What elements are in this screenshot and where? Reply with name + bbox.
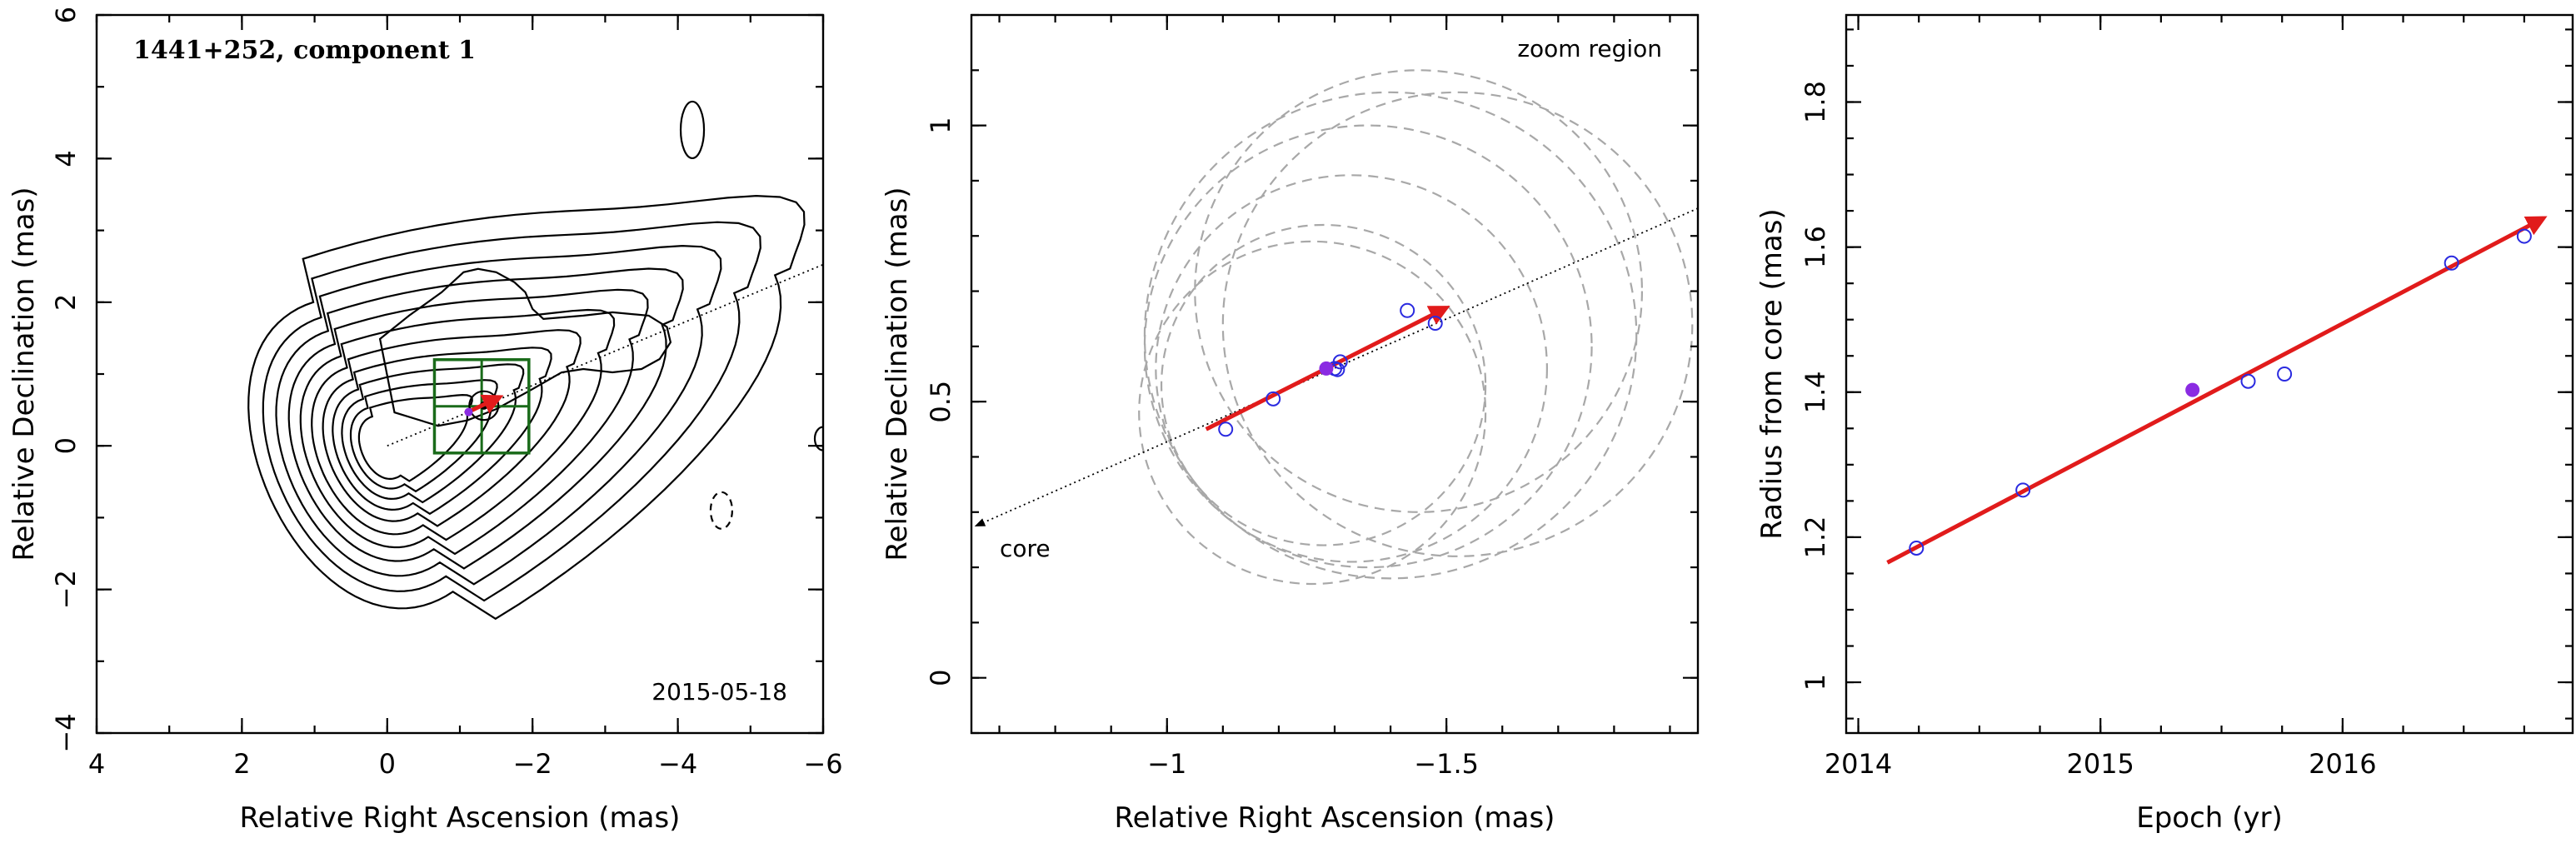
- jet-axis-to-core: [974, 207, 1698, 527]
- fit-line-arrow: [1886, 216, 2548, 565]
- contour-level: [247, 194, 806, 621]
- contour-lines: [247, 100, 823, 621]
- contour-level: [311, 308, 616, 541]
- panel-3-frame: [1845, 13, 2574, 735]
- error-ellipse: [1138, 240, 1487, 586]
- component-marker: [464, 407, 473, 417]
- x-tick-label: 2: [233, 748, 250, 780]
- y-tick-label: 0.5: [925, 381, 956, 423]
- core-label: core: [1000, 535, 1051, 562]
- reference-epoch-point: [2185, 382, 2200, 397]
- reference-epoch-point: [1319, 361, 1334, 376]
- error-ellipse: [1221, 91, 1694, 557]
- y-tick-label: 1.4: [1800, 371, 1831, 413]
- contour-edge: [813, 426, 823, 451]
- panel-2-marks: [974, 69, 1698, 586]
- y-tick-label: 6: [50, 7, 82, 23]
- data-point: [1332, 354, 1348, 370]
- zoom-region-label: zoom region: [1517, 35, 1662, 62]
- panel-2-frame: [970, 13, 1700, 735]
- panel-3-radius-vs-epoch: 2014 2015 2016 1 1.2 1.4 1.6 1.8 Epoch (yr) Rad…: [1755, 13, 2574, 835]
- x-tick-label: −2: [513, 748, 552, 780]
- panel-1-title: 1441+252, component 1: [133, 36, 476, 65]
- x-tick-label: 2015: [2066, 748, 2134, 780]
- panel-2-x-axis-label: Relative Right Ascension (mas): [1115, 801, 1555, 835]
- data-point: [1266, 391, 1281, 407]
- contour-level: [341, 363, 525, 504]
- x-tick-label: −4: [658, 748, 697, 780]
- data-point: [2240, 373, 2256, 389]
- panel-1-frame: [95, 13, 825, 735]
- y-tick-label: 1.2: [1800, 516, 1831, 558]
- data-point: [2277, 367, 2293, 382]
- contour-level: [287, 267, 684, 570]
- contour-level: [357, 393, 473, 482]
- data-point: [1909, 540, 1925, 556]
- x-tick-label: 2014: [1825, 748, 1892, 780]
- x-tick-label: −1: [1147, 748, 1186, 780]
- data-point: [1400, 302, 1415, 318]
- y-tick-label: 0: [925, 670, 956, 686]
- negative-contour: [709, 491, 734, 530]
- contour-island: [679, 100, 706, 160]
- panel-2-y-axis-label: Relative Declination (mas): [881, 187, 914, 561]
- x-tick-label: 0: [379, 748, 396, 780]
- x-tick-label: 2016: [2309, 748, 2376, 780]
- y-tick-label: 1.6: [1800, 226, 1831, 268]
- y-tick-label: 1: [925, 117, 956, 133]
- contour-level: [322, 329, 582, 527]
- y-tick-label: 4: [50, 150, 82, 167]
- panel-3-x-axis-label: Epoch (yr): [2136, 801, 2283, 835]
- y-tick-label: 2: [50, 294, 82, 311]
- y-tick-label: 1.8: [1800, 81, 1831, 123]
- contour-level: [332, 347, 552, 516]
- x-tick-label: −6: [803, 748, 842, 780]
- data-point: [2015, 482, 2031, 498]
- x-tick-label: −1.5: [1414, 748, 1479, 780]
- contour-level: [275, 244, 722, 586]
- data-point: [1218, 422, 1234, 437]
- error-ellipse: [1155, 174, 1548, 563]
- panel-1-y-axis-label: Relative Declination (mas): [7, 187, 41, 561]
- error-ellipse: [1143, 91, 1638, 580]
- panel-2-zoom-region: −1 −1.5 0 0.5 1 zoom region core Relative Ri…: [881, 13, 1700, 835]
- panel-2-ticks: −1 −1.5 0 0.5 1: [925, 13, 1698, 780]
- error-ellipse: [1143, 124, 1593, 569]
- y-tick-label: −4: [50, 713, 82, 752]
- panel-1-date-label: 2015-05-18: [651, 678, 787, 706]
- panel-3-ticks: 2014 2015 2016 1 1.2 1.4 1.6 1.8: [1800, 15, 2573, 780]
- panel-1-marks: [387, 263, 823, 455]
- contour-level: [262, 221, 761, 602]
- panel-1-x-axis-label: Relative Right Ascension (mas): [240, 801, 681, 835]
- y-tick-label: −2: [50, 570, 82, 609]
- error-ellipse: [1194, 69, 1644, 513]
- data-point: [1427, 315, 1443, 331]
- panel-3-marks: [1886, 216, 2548, 565]
- y-tick-label: 0: [50, 437, 82, 454]
- error-ellipse: [1160, 223, 1487, 546]
- panel-3-y-axis-label: Radius from core (mas): [1755, 208, 1789, 539]
- data-point: [2444, 255, 2459, 271]
- y-tick-label: 1: [1800, 674, 1831, 691]
- x-tick-label: 4: [88, 748, 105, 780]
- contour-level: [299, 288, 649, 556]
- contour-level: [349, 379, 498, 493]
- data-point: [2516, 228, 2532, 244]
- panel-1-ticks: 4 2 0 −2 −4 −6 −4 −2 0 2 4 6: [50, 7, 843, 780]
